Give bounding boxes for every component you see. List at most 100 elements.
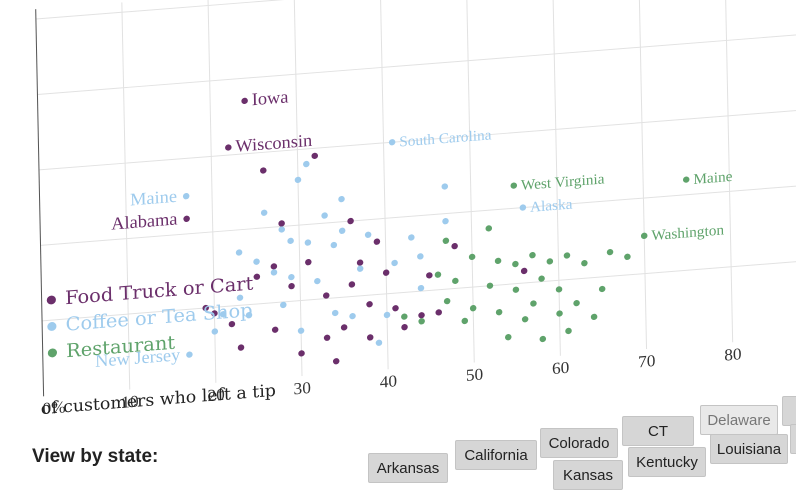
- data-point: [373, 238, 381, 245]
- data-point: [241, 97, 248, 105]
- x-tick-labels: 0%10203040506070809: [42, 345, 741, 418]
- x-tick-label: 10: [121, 392, 139, 412]
- point-annotation: Wisconsin: [235, 130, 312, 156]
- data-point: [366, 334, 374, 341]
- point-annotation: Washington: [651, 223, 724, 244]
- vertical-gridline: [638, 0, 648, 350]
- state-button-colorado[interactable]: Colorado: [540, 428, 618, 458]
- view-by-state-label: View by state:: [32, 446, 159, 467]
- data-point: [311, 152, 319, 159]
- data-point: [280, 301, 287, 309]
- state-button-arkansas[interactable]: Arkansas: [368, 453, 448, 483]
- point-annotation: Iowa: [252, 87, 289, 109]
- state-button-kansas[interactable]: Kansas: [553, 460, 623, 490]
- gridlines: [35, 0, 796, 397]
- x-tick-label: 40: [380, 372, 398, 392]
- data-point: [270, 269, 278, 276]
- data-point: [521, 316, 529, 323]
- data-point: [563, 252, 571, 259]
- data-point: [202, 304, 209, 312]
- data-point: [288, 273, 295, 281]
- data-point: [236, 294, 244, 301]
- legend-dot-restaurant: [47, 348, 58, 358]
- x-tick-label: 50: [466, 365, 484, 385]
- data-point: [278, 226, 286, 233]
- data-point: [495, 309, 503, 316]
- data-point: [519, 204, 527, 211]
- data-point: [640, 232, 648, 239]
- vertical-gridline: [379, 0, 389, 370]
- data-point: [356, 265, 364, 272]
- data-point: [556, 310, 563, 317]
- data-point: [219, 311, 227, 318]
- state-button-fl[interactable]: Fl: [782, 396, 796, 426]
- vertical-gridline: [465, 0, 475, 363]
- data-point: [183, 215, 190, 222]
- data-point: [417, 284, 425, 292]
- legend: Food Truck or Cart Coffee or Tea Shop Re…: [46, 271, 254, 367]
- data-point: [418, 318, 425, 325]
- data-point: [294, 176, 302, 183]
- x-tick-label: 30: [293, 378, 311, 398]
- data-point: [468, 253, 476, 261]
- data-point: [253, 258, 260, 265]
- data-point: [512, 260, 519, 268]
- data-point: [408, 234, 415, 241]
- data-point: [364, 231, 372, 238]
- data-point: [573, 299, 580, 307]
- data-point: [211, 310, 218, 317]
- point-annotation: West Virginia: [521, 172, 605, 194]
- data-point: [323, 334, 331, 341]
- data-point: [305, 259, 312, 266]
- state-button-ma[interactable]: Ma: [790, 424, 796, 454]
- data-point: [426, 272, 433, 279]
- state-button-kentucky[interactable]: Kentucky: [628, 447, 706, 477]
- data-point: [529, 252, 536, 259]
- state-button-delaware[interactable]: Delaware: [700, 405, 778, 435]
- data-point: [452, 277, 459, 285]
- data-point: [442, 218, 449, 225]
- data-point: [298, 350, 305, 357]
- data-point: [443, 298, 451, 305]
- data-point: [322, 292, 330, 299]
- data-point: [260, 167, 267, 174]
- state-button-ct[interactable]: CT: [622, 416, 694, 446]
- y-axis-line: [35, 9, 45, 397]
- data-point: [392, 305, 399, 312]
- data-point: [340, 324, 348, 331]
- state-button-louisiana[interactable]: Louisiana: [710, 434, 788, 464]
- vertical-gridline: [724, 0, 734, 343]
- data-point: [330, 241, 338, 249]
- data-point: [366, 301, 373, 308]
- data-point: [321, 212, 328, 219]
- data-point: [624, 253, 631, 260]
- data-point: [375, 339, 383, 346]
- data-point: [237, 344, 245, 351]
- data-point: [303, 160, 310, 168]
- data-point: [382, 269, 390, 276]
- data-point: [347, 217, 354, 225]
- data-point: [260, 209, 268, 216]
- data-point: [434, 271, 442, 278]
- data-point: [512, 286, 520, 293]
- state-button-california[interactable]: California: [455, 440, 537, 470]
- data-point: [245, 312, 253, 319]
- data-point: [565, 327, 572, 335]
- data-point: [287, 237, 294, 245]
- chart-stage: Iowa Wisconsin Alabama Maine South Carolina A…: [35, 0, 796, 419]
- data-point: [211, 328, 219, 335]
- data-point: [530, 300, 537, 307]
- data-point: [435, 309, 442, 316]
- data-point: [383, 311, 391, 319]
- data-point: [331, 309, 339, 317]
- data-point: [401, 313, 408, 320]
- data-point: [598, 285, 606, 293]
- data-point: [225, 144, 232, 151]
- vertical-gridline: [121, 2, 131, 390]
- horizontal-gridline: [38, 108, 796, 171]
- data-point: [486, 282, 494, 289]
- legend-dot-coffee: [47, 321, 57, 332]
- data-point: [304, 239, 312, 246]
- data-point: [485, 225, 493, 232]
